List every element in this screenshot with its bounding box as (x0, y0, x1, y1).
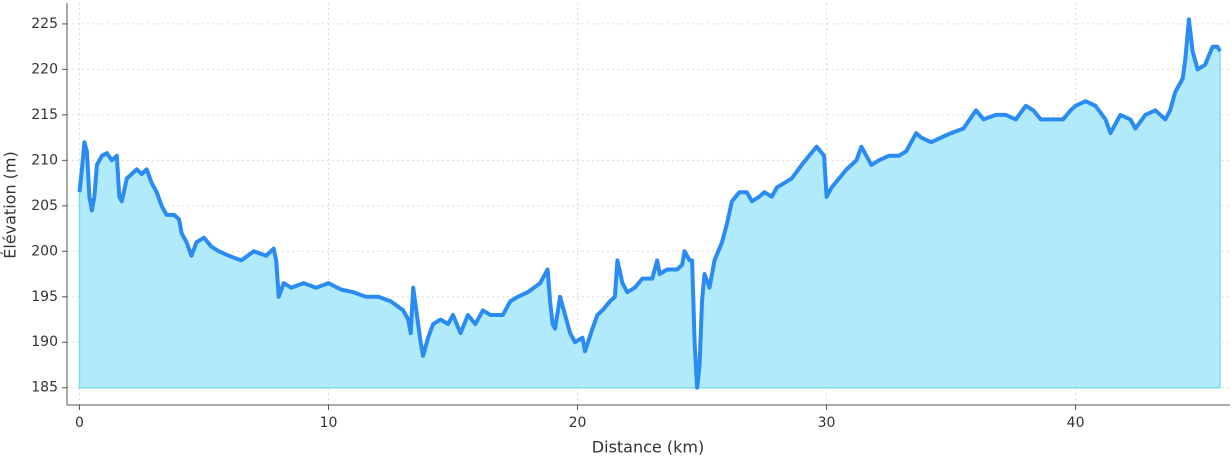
y-tick-label: 205 (31, 198, 58, 214)
y-tick-label: 210 (31, 152, 58, 168)
y-tick-label: 220 (31, 61, 58, 77)
line (77, 17, 1222, 390)
x-tick-label: 10 (320, 415, 338, 431)
y-tick-label: 195 (31, 289, 58, 305)
y-tick-label: 185 (31, 380, 58, 396)
y-tick-label: 190 (31, 334, 58, 350)
y-axis-label: Élévation (m) (1, 151, 20, 258)
x-tick-label: 30 (818, 415, 836, 431)
x-tick-label: 20 (569, 415, 587, 431)
x-axis-label: Distance (km) (592, 438, 704, 457)
y-tick-label: 215 (31, 107, 58, 123)
y-tick-label: 200 (31, 243, 58, 259)
x-tick-label: 0 (75, 415, 84, 431)
x-tick-label: 40 (1067, 415, 1085, 431)
area (78, 19, 1221, 389)
y-tick-label: 225 (31, 16, 58, 32)
